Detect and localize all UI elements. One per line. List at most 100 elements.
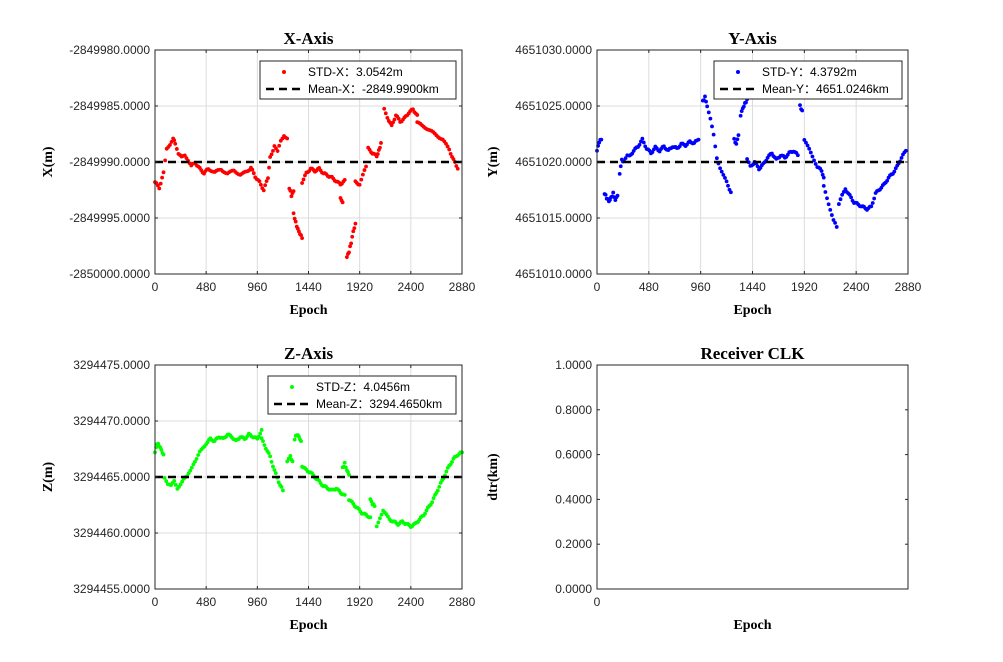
data-point: [196, 453, 201, 457]
data-point: [162, 475, 167, 480]
data-point: [158, 181, 163, 186]
data-point: [869, 204, 874, 209]
y-axis-label: Y(m): [486, 146, 501, 177]
legend-marker: [282, 70, 286, 74]
y-tick-label: 3294465.0000: [73, 470, 150, 484]
data-point: [833, 220, 838, 225]
data-point: [193, 459, 197, 464]
data-point: [277, 143, 282, 148]
data-point: [637, 142, 642, 147]
x-tick-label: 2400: [397, 280, 424, 294]
chart-title: X-Axis: [283, 29, 333, 48]
legend-label: STD-Z：4.0456m: [316, 380, 410, 394]
legend: STD-Y：4.3792m Mean-Y：4651.0246km: [713, 60, 903, 100]
y-tick-label: -2849995.0000: [69, 211, 150, 225]
legend-label: STD-X：3.0542m: [308, 65, 403, 79]
data-point: [342, 178, 347, 182]
y-tick-label: 3294455.0000: [73, 582, 150, 596]
data-point: [617, 171, 622, 176]
data-point: [258, 431, 263, 436]
data-point: [821, 183, 826, 188]
data-point: [262, 443, 267, 448]
data-point: [344, 255, 349, 260]
data-point: [804, 140, 808, 145]
data-point: [266, 451, 271, 455]
y-tick-label: -2849990.0000: [69, 155, 150, 169]
data-point: [271, 464, 275, 469]
data-point: [161, 452, 166, 457]
data-point: [348, 244, 352, 249]
x-tick-label: 2880: [895, 280, 922, 294]
data-point: [821, 175, 826, 180]
data-point: [800, 108, 805, 113]
y-tick-label: -2849985.0000: [69, 99, 150, 113]
data-point: [708, 116, 713, 121]
chart-title: Receiver CLK: [700, 344, 805, 363]
data-point: [379, 141, 383, 145]
x-axis-label: Epoch: [733, 618, 771, 633]
data-point: [828, 207, 833, 212]
data-point: [455, 166, 460, 171]
data-point: [378, 145, 382, 150]
data-point: [299, 439, 303, 444]
data-point: [386, 514, 390, 519]
legend-label: STD-Y：4.3792m: [762, 65, 857, 79]
data-point: [161, 170, 166, 175]
data-point: [819, 169, 824, 173]
data-point: [257, 179, 262, 184]
y-tick-label: 0.6000: [555, 448, 592, 462]
data-point: [347, 472, 351, 477]
data-point: [263, 183, 268, 188]
data-series-points: [153, 428, 464, 529]
data-point: [445, 144, 450, 149]
data-point: [885, 178, 890, 183]
data-point: [903, 148, 908, 153]
data-point: [303, 173, 307, 178]
data-point: [299, 233, 303, 238]
x-tick-label: 2880: [449, 280, 476, 294]
legend-box: [259, 60, 457, 100]
legend-label: Mean-Z：3294.4650km: [316, 397, 442, 411]
x-tick-label: 1440: [295, 280, 322, 294]
y-tick-label: -2849980.0000: [69, 43, 150, 57]
data-point: [808, 150, 813, 155]
data-point: [448, 151, 453, 156]
data-point: [267, 165, 271, 170]
data-point: [269, 460, 274, 464]
data-point: [736, 133, 741, 138]
data-point: [615, 193, 620, 198]
data-point: [755, 164, 760, 169]
legend-marker: [736, 70, 740, 74]
x-tick-label: 1920: [346, 280, 373, 294]
data-point: [735, 137, 740, 142]
legend: STD-X：3.0542m Mean-X：-2849.9900km: [259, 60, 457, 100]
data-point: [843, 187, 848, 192]
data-point: [360, 172, 365, 177]
data-point: [732, 136, 737, 141]
data-point: [719, 169, 724, 174]
data-point: [849, 195, 854, 200]
x-tick-label: 960: [247, 280, 267, 294]
data-point: [164, 479, 169, 484]
data-point: [396, 116, 401, 121]
data-point: [342, 493, 347, 497]
data-point: [385, 115, 390, 120]
data-point: [368, 515, 373, 520]
data-point: [820, 172, 825, 177]
data-point: [724, 179, 729, 184]
data-point: [168, 143, 172, 147]
data-point: [189, 465, 194, 470]
data-point: [892, 169, 897, 174]
data-point: [291, 189, 296, 194]
data-point: [795, 153, 800, 158]
data-point: [734, 141, 739, 146]
data-point: [251, 171, 256, 176]
x-axis-label: Epoch: [289, 618, 327, 633]
data-point: [807, 146, 812, 151]
y-tick-label: 4651020.0000: [515, 155, 592, 169]
data-point: [272, 468, 277, 472]
data-point: [798, 103, 802, 108]
data-point: [364, 164, 368, 169]
axes-frame: [596, 364, 909, 590]
data-point: [721, 173, 726, 177]
